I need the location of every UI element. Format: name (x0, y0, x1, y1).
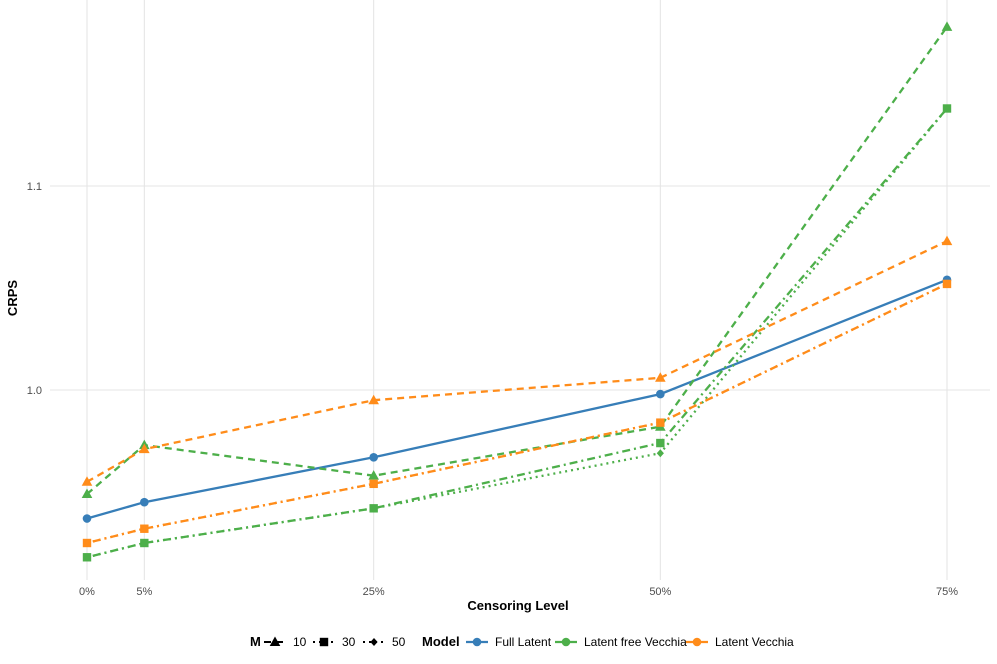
data-point-latent-free-vecchia-m10 (941, 21, 953, 31)
data-point-full-latent (369, 453, 378, 462)
data-point-latent-free-vecchia-m50 (140, 539, 148, 547)
data-point-latent-vecchia-m50 (656, 418, 664, 427)
data-point-latent-free-vecchia-m50 (943, 104, 951, 113)
x-tick-label: 75% (936, 586, 958, 598)
data-point-latent-free-vecchia-m10 (368, 470, 379, 480)
series-line-latent-free-vecchia-m30 (86, 107, 948, 559)
series-line-full-latent (86, 278, 948, 520)
x-tick-label: 50% (649, 586, 671, 598)
data-point-latent-vecchia-m50 (370, 479, 378, 488)
data-point-latent-free-vecchia-m50 (370, 504, 378, 513)
data-point-latent-vecchia-m10 (655, 372, 666, 382)
legend-label-m30: 30 (342, 635, 356, 649)
series-line-latent-vecchia-m10 (86, 240, 948, 483)
series-lines (86, 26, 948, 559)
legend-label-latent-free-vecchia: Latent free Vecchia (584, 635, 687, 649)
y-axis-title: CRPS (5, 280, 20, 316)
data-point-latent-free-vecchia-m50 (83, 553, 91, 562)
x-tick-label: 25% (363, 586, 385, 598)
legend-title-model: Model (422, 634, 460, 649)
data-point-full-latent (140, 497, 149, 507)
legend-label-m50: 50 (392, 635, 406, 649)
data-point-latent-free-vecchia-m10 (81, 488, 93, 499)
grid (50, 0, 990, 580)
series-line-latent-vecchia-m50 (86, 282, 948, 545)
data-point-latent-vecchia-m10 (81, 476, 93, 486)
series-line-latent-free-vecchia-m10 (86, 26, 948, 495)
legend: M 10 30 50 Model Full Latent Latent free Vecch… (250, 634, 794, 649)
data-point-latent-vecchia-m10 (368, 394, 379, 405)
legend-label-m10: 10 (293, 635, 307, 649)
x-tick-label: 5% (136, 586, 152, 598)
legend-key-circle-icon (472, 637, 482, 647)
data-point-latent-vecchia-m50 (140, 524, 148, 533)
legend-key-diamond-icon (370, 638, 378, 646)
data-point-latent-free-vecchia-m50 (656, 449, 664, 458)
legend-label-latent-vecchia: Latent Vecchia (715, 635, 794, 649)
x-tick-labels: 0% 5% 25% 50% 75% (79, 586, 958, 598)
legend-key-square-icon (319, 637, 329, 647)
series-line-latent-free-vecchia-m50 (86, 107, 948, 559)
data-point-latent-vecchia-m10 (941, 235, 953, 246)
x-tick-label: 0% (79, 586, 95, 598)
data-point-full-latent (656, 389, 665, 399)
data-point-latent-vecchia-m50 (943, 279, 951, 288)
legend-label-full-latent: Full Latent (495, 635, 552, 649)
data-point-full-latent (82, 514, 92, 523)
y-tick-labels: 1.0 1.1 (27, 181, 42, 397)
series-points (81, 21, 953, 562)
data-point-latent-free-vecchia-m30 (656, 438, 665, 448)
data-point-latent-vecchia-m50 (83, 539, 91, 547)
y-tick-label: 1.0 (27, 385, 42, 397)
legend-key-circle-icon (561, 637, 571, 647)
data-point-latent-vecchia-m10 (139, 443, 150, 454)
legend-key-circle-icon (692, 637, 702, 647)
legend-title-m: M (250, 634, 261, 649)
series-line-latent-vecchia-m30 (86, 282, 948, 545)
x-axis-title: Censoring Level (467, 598, 568, 613)
y-tick-label: 1.1 (27, 181, 42, 193)
legend-key-triangle-icon (269, 636, 281, 646)
